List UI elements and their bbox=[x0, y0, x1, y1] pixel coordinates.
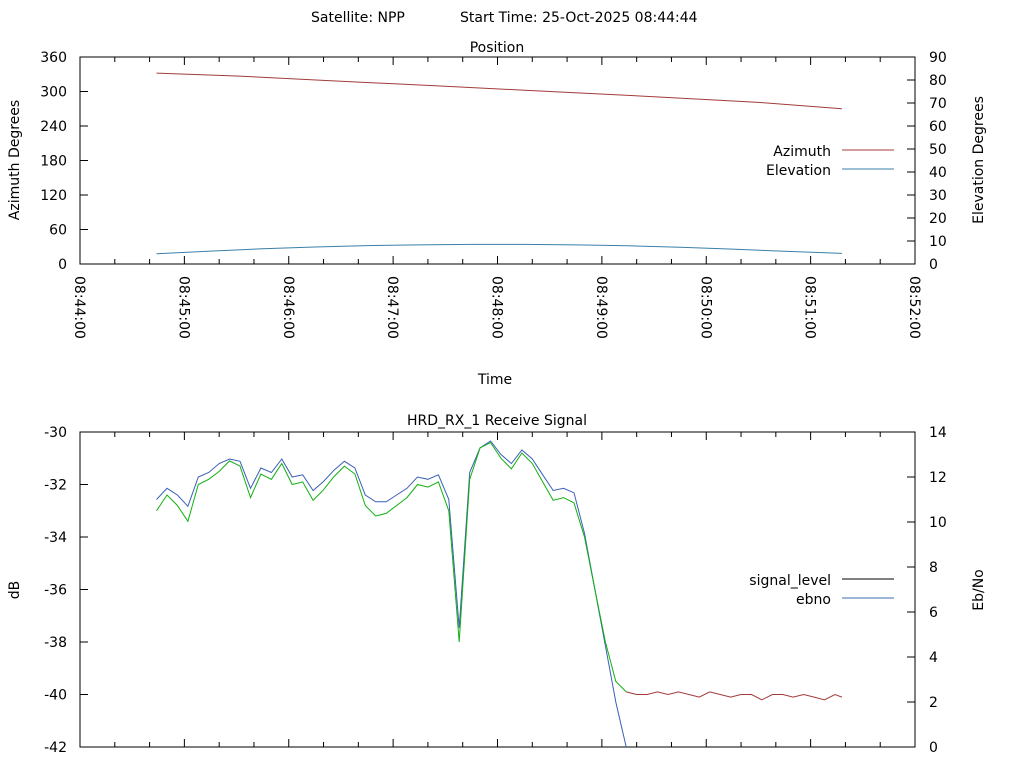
elevation-tick-label: 0 bbox=[929, 257, 938, 273]
azimuth-tick-label: 60 bbox=[49, 223, 67, 239]
legend-ebno-label: ebno bbox=[796, 592, 831, 608]
azimuth-tick-label: 180 bbox=[40, 154, 67, 170]
elevation-tick-label: 80 bbox=[929, 73, 947, 89]
db-tick-label: -38 bbox=[44, 635, 67, 651]
receive-signal-chart: HRD_RX_1 Receive Signal -42 -40 -38 -36 -34 -… bbox=[7, 413, 987, 756]
ebno-tick-label: 8 bbox=[929, 560, 938, 576]
series-elevation-line bbox=[156, 243, 842, 255]
position-chart-title: Position bbox=[470, 40, 525, 56]
ebno-axis-label: Eb/No bbox=[971, 569, 987, 611]
ebno-tick-label: 12 bbox=[929, 470, 947, 486]
receive-signal-chart-title: HRD_RX_1 Receive Signal bbox=[407, 413, 587, 429]
position-chart: Position 0 60 120 180 240 300 360 0 10 20 30 40 50 60… bbox=[7, 40, 987, 388]
time-tick-label: 08:52:00 bbox=[906, 276, 922, 339]
legend-signal-level-label: signal_level bbox=[749, 573, 831, 589]
legend-azimuth-label: Azimuth bbox=[773, 144, 831, 160]
receive-signal-plot-frame bbox=[79, 431, 916, 748]
elevation-tick-label: 50 bbox=[929, 142, 947, 158]
time-tick-label: 08:50:00 bbox=[697, 276, 713, 339]
azimuth-tick-label: 120 bbox=[40, 188, 67, 204]
elevation-tick-label: 30 bbox=[929, 188, 947, 204]
satellite-label: Satellite: NPP bbox=[311, 10, 405, 26]
time-tick-label: 08:51:00 bbox=[802, 276, 818, 339]
db-tick-label: -40 bbox=[44, 688, 67, 704]
db-tick-label: -36 bbox=[44, 583, 67, 599]
elevation-axis-label: Elevation Degrees bbox=[971, 96, 987, 224]
position-plot-frame bbox=[79, 56, 916, 265]
time-tick-label: 08:44:00 bbox=[71, 276, 87, 339]
elevation-tick-label: 20 bbox=[929, 211, 947, 227]
ebno-tick-label: 10 bbox=[929, 515, 947, 531]
db-axis-label: dB bbox=[7, 581, 23, 600]
series-ebno-line bbox=[156, 440, 627, 748]
start-time-label: Start Time: 25-Oct-2025 08:44:44 bbox=[460, 10, 698, 26]
time-axis-label: Time bbox=[477, 372, 512, 388]
time-tick-label: 08:48:00 bbox=[489, 276, 505, 339]
ebno-tick-label: 6 bbox=[929, 605, 938, 621]
azimuth-axis-label: Azimuth Degrees bbox=[7, 100, 23, 220]
azimuth-tick-label: 360 bbox=[40, 50, 67, 66]
legend-elevation-label: Elevation bbox=[766, 163, 831, 179]
series-signal-level-line bbox=[156, 441, 627, 693]
db-tick-label: -30 bbox=[44, 425, 67, 441]
time-tick-label: 08:49:00 bbox=[593, 276, 609, 339]
ebno-tick-label: 14 bbox=[929, 425, 947, 441]
ebno-tick-label: 4 bbox=[929, 650, 938, 666]
elevation-tick-label: 70 bbox=[929, 96, 947, 112]
series-signal-level-tail-line bbox=[626, 691, 843, 701]
time-tick-label: 08:46:00 bbox=[280, 276, 296, 339]
azimuth-tick-label: 240 bbox=[40, 119, 67, 135]
elevation-tick-label: 60 bbox=[929, 119, 947, 135]
elevation-tick-label: 40 bbox=[929, 165, 947, 181]
series-azimuth-line bbox=[156, 72, 842, 110]
azimuth-tick-label: 0 bbox=[58, 257, 67, 273]
db-tick-label: -34 bbox=[44, 530, 67, 546]
elevation-tick-label: 90 bbox=[929, 50, 947, 66]
elevation-tick-label: 10 bbox=[929, 234, 947, 250]
time-tick-label: 08:45:00 bbox=[175, 276, 191, 339]
azimuth-tick-label: 300 bbox=[40, 85, 67, 101]
time-tick-label: 08:47:00 bbox=[384, 276, 400, 339]
ebno-tick-label: 0 bbox=[929, 740, 938, 756]
db-tick-label: -32 bbox=[44, 478, 67, 494]
ebno-tick-label: 2 bbox=[929, 695, 938, 711]
db-tick-label: -42 bbox=[44, 740, 67, 756]
